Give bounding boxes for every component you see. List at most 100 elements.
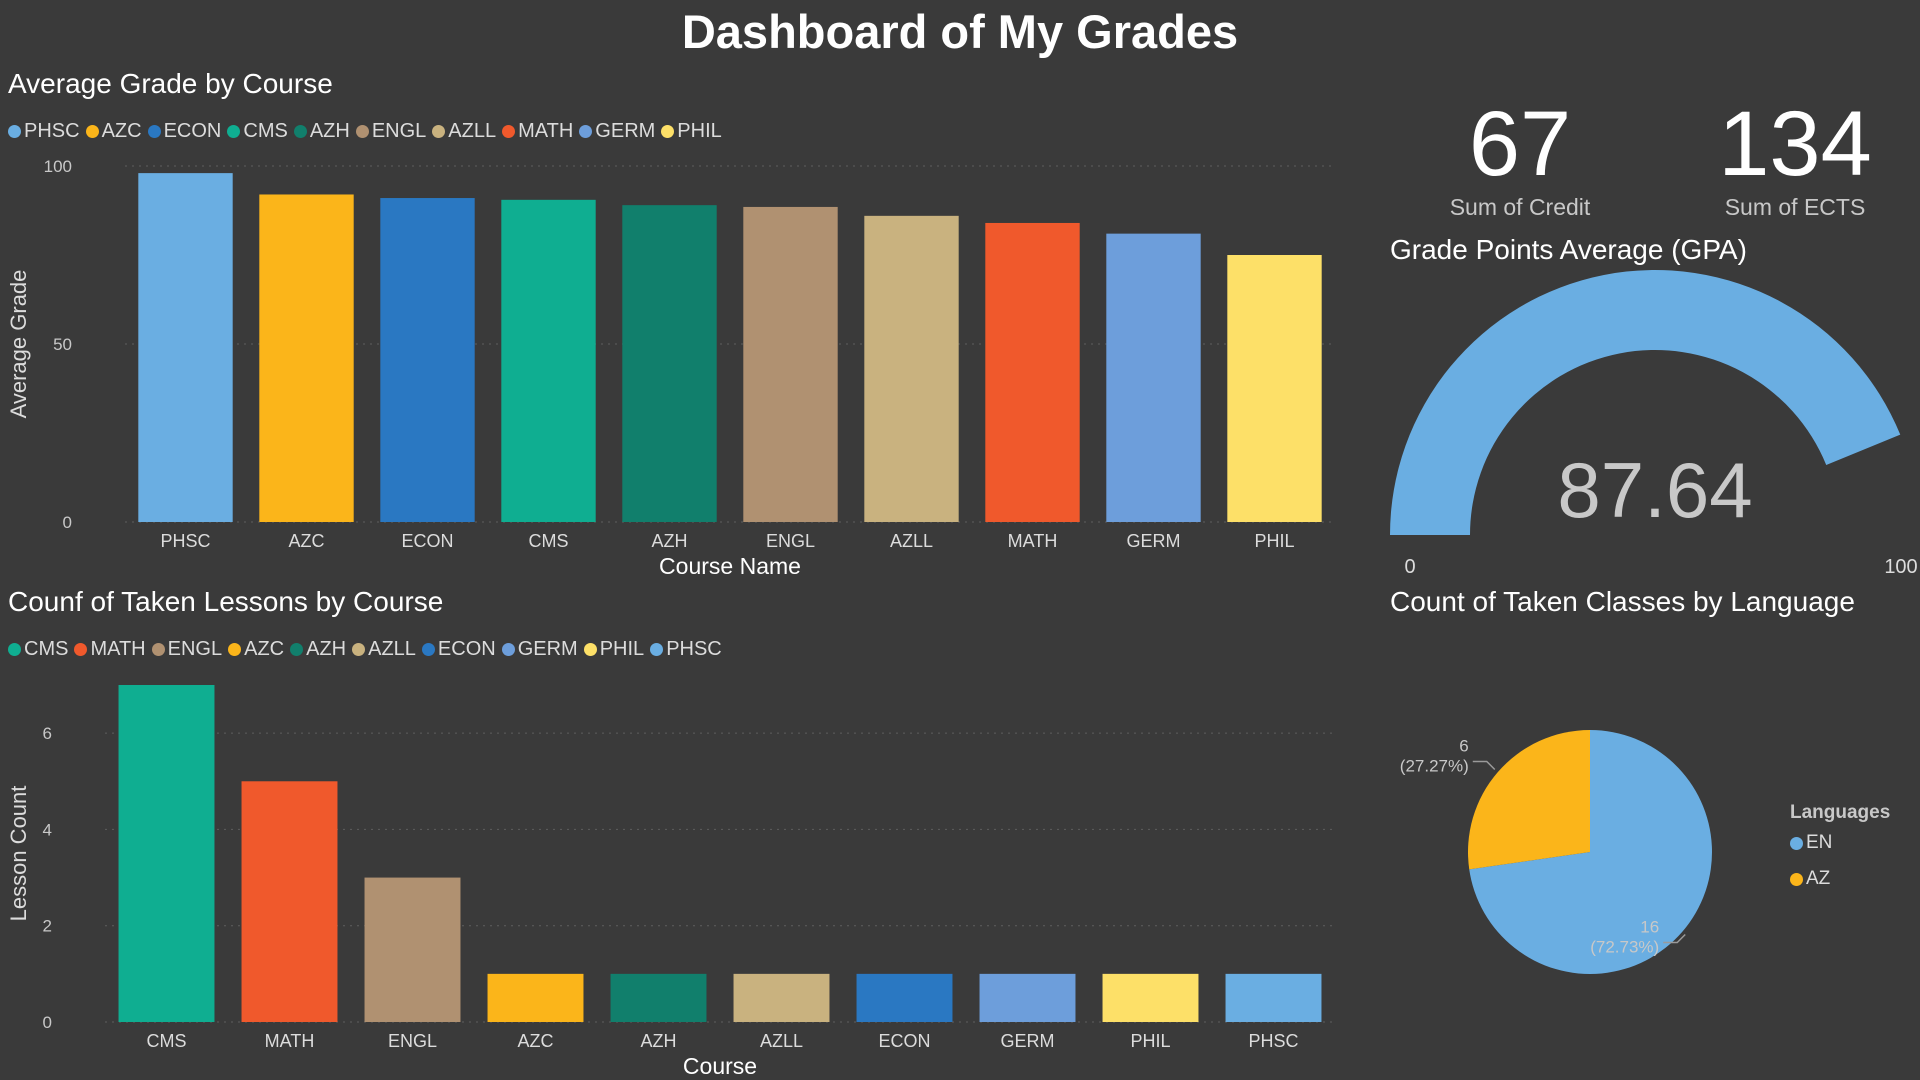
legend-dot xyxy=(151,643,165,656)
language-pie-chart: 6(27.27%) 16(72.73%) xyxy=(1400,730,1712,974)
gpa-value-label: 87.64 xyxy=(1557,446,1752,534)
avg-grade-bar-econ[interactable] xyxy=(380,198,475,522)
lesson-count-x-tick-label: CMS xyxy=(147,1031,187,1051)
lesson-count-legend-item-azc: AZC xyxy=(228,638,284,661)
lesson-count-legend-item-phsc: PHSC xyxy=(650,638,722,661)
legend-label: CMS xyxy=(243,120,288,142)
legend-label: PHSC xyxy=(666,638,722,660)
legend-label: PHIL xyxy=(677,120,722,142)
avg-grade-x-tick-label: MATH xyxy=(1008,531,1058,551)
lesson-count-x-axis-title: Course xyxy=(683,1053,757,1079)
lesson-count-legend-item-engl: ENGL xyxy=(151,638,223,661)
lesson-count-legend-item-cms: CMS xyxy=(8,638,68,661)
lesson-count-x-tick-label: PHIL xyxy=(1130,1031,1170,1051)
avg-grade-bar-azh[interactable] xyxy=(622,205,717,522)
legend-dot xyxy=(583,643,597,656)
lesson-count-bar-chart: 0 2 4 6 CMS MATH ENGL AZC AZH AZLL ECON GERM PHIL PHS… xyxy=(6,685,1335,1079)
legend-label: CMS xyxy=(24,638,69,660)
avg-grade-legend-item-azc: AZC xyxy=(85,120,142,143)
lesson-count-bar-azc[interactable] xyxy=(487,973,584,1022)
lesson-count-bar-phsc[interactable] xyxy=(1225,973,1322,1022)
legend-label: AZH xyxy=(309,120,350,142)
gpa-max-label: 100 xyxy=(1884,556,1917,575)
ects-kpi-label: Sum of ECTS xyxy=(1724,194,1866,220)
legend-dot xyxy=(501,643,515,656)
lesson-count-y-tick-label: 2 xyxy=(43,917,52,936)
legend-dot xyxy=(74,643,88,656)
lesson-count-x-tick-label: ECON xyxy=(878,1031,930,1051)
pie-legend-item-en: EN xyxy=(1790,832,1890,854)
avg-grade-bar-cms[interactable] xyxy=(501,199,596,522)
legend-label: ECON xyxy=(437,638,496,660)
lesson-count-x-tick-label: MATH xyxy=(265,1031,315,1051)
lesson-count-chart-title: Counf of Taken Lessons by Course xyxy=(8,586,444,617)
legend-dot xyxy=(502,125,516,138)
avg-grade-legend-item-cms: CMS xyxy=(227,120,288,143)
lesson-count-bar-azh[interactable] xyxy=(610,973,707,1022)
legend-dot xyxy=(432,125,446,138)
avg-grade-bar-phsc[interactable] xyxy=(138,173,233,522)
avg-grade-y-tick-label: 0 xyxy=(63,513,72,532)
gpa-gauge: 87.64 0 100 xyxy=(1390,269,1918,575)
gpa-min-label: 0 xyxy=(1404,556,1415,575)
avg-grade-x-tick-label: CMS xyxy=(529,531,569,551)
lesson-count-x-tick-label: GERM xyxy=(1001,1031,1055,1051)
credit-kpi-value: 67 xyxy=(1468,93,1572,195)
avg-grade-x-axis-title: Course Name xyxy=(659,553,801,579)
lesson-count-x-tick-label: AZLL xyxy=(760,1031,803,1051)
avg-grade-chart-title: Average Grade by Course xyxy=(8,68,333,99)
avg-grade-bar-math[interactable] xyxy=(985,222,1080,522)
lesson-count-y-axis-title: Lesson Count xyxy=(6,786,31,922)
pie-legend: Languages EN AZ xyxy=(1790,802,1890,890)
pie-label-en-pct: (72.73%) xyxy=(1590,938,1659,957)
avg-grade-bar-germ[interactable] xyxy=(1106,233,1201,522)
avg-grade-x-tick-label: GERM xyxy=(1127,531,1181,551)
lesson-count-bar-azll[interactable] xyxy=(733,973,830,1022)
credit-kpi-label: Sum of Credit xyxy=(1449,194,1591,220)
avg-grade-bar-phil[interactable] xyxy=(1227,255,1322,522)
lesson-count-bar-germ[interactable] xyxy=(979,973,1076,1022)
lesson-count-bar-econ[interactable] xyxy=(856,973,953,1022)
avg-grade-x-tick-label: ECON xyxy=(401,531,453,551)
pie-legend-dot xyxy=(1790,872,1803,886)
legend-dot xyxy=(421,643,435,656)
lesson-count-bar-cms[interactable] xyxy=(118,685,215,1022)
avg-grade-bar-engl[interactable] xyxy=(743,206,838,522)
legend-label: ENGL xyxy=(167,638,223,660)
avg-grade-legend: PHSC AZC ECON CMS AZH ENGL AZLL MATH GERM PHIL xyxy=(8,120,728,143)
pie-slice-en[interactable] xyxy=(1469,730,1712,974)
avg-grade-x-tick-label: PHIL xyxy=(1254,531,1294,551)
pie-legend-dot xyxy=(1790,836,1803,850)
legend-label: PHIL xyxy=(599,638,645,660)
avg-grade-x-tick-label: ENGL xyxy=(766,531,815,551)
legend-dot xyxy=(8,125,21,138)
avg-grade-bar-azll[interactable] xyxy=(864,215,959,522)
pie-label-leader-az xyxy=(1472,760,1496,771)
lesson-count-legend-item-phil: PHIL xyxy=(583,638,645,661)
legend-label: PHSC xyxy=(24,120,80,142)
avg-grade-legend-item-azll: AZLL xyxy=(432,120,496,143)
avg-grade-y-axis-title: Average Grade xyxy=(6,270,31,419)
legend-dot xyxy=(355,125,369,138)
pie-label-az-count: 6 xyxy=(1459,736,1468,755)
avg-grade-x-tick-label: PHSC xyxy=(160,531,210,551)
avg-grade-x-tick-label: AZLL xyxy=(890,531,933,551)
lesson-count-legend-item-azh: AZH xyxy=(290,638,346,661)
pie-slice-az[interactable] xyxy=(1468,730,1590,870)
avg-grade-bar-azc[interactable] xyxy=(259,194,354,523)
avg-grade-legend-item-germ: GERM xyxy=(579,120,655,143)
lesson-count-x-tick-label: AZC xyxy=(518,1031,554,1051)
pie-legend-label: AZ xyxy=(1806,868,1831,889)
avg-grade-y-tick-label: 50 xyxy=(53,335,72,354)
lesson-count-legend: CMS MATH ENGL AZC AZH AZLL ECON GERM PHIL PHSC xyxy=(8,638,728,661)
lesson-count-bar-phil[interactable] xyxy=(1102,973,1199,1022)
lesson-count-bar-math[interactable] xyxy=(241,781,338,1022)
pie-label-en-count: 16 xyxy=(1640,918,1659,937)
pie-label-az-pct: (27.27%) xyxy=(1400,756,1469,775)
legend-label: AZLL xyxy=(368,638,416,660)
legend-dot xyxy=(8,643,21,656)
legend-label: AZH xyxy=(306,638,347,660)
legend-label: AZLL xyxy=(448,120,497,142)
lesson-count-y-tick-label: 0 xyxy=(43,1013,52,1032)
lesson-count-bar-engl[interactable] xyxy=(364,877,461,1022)
